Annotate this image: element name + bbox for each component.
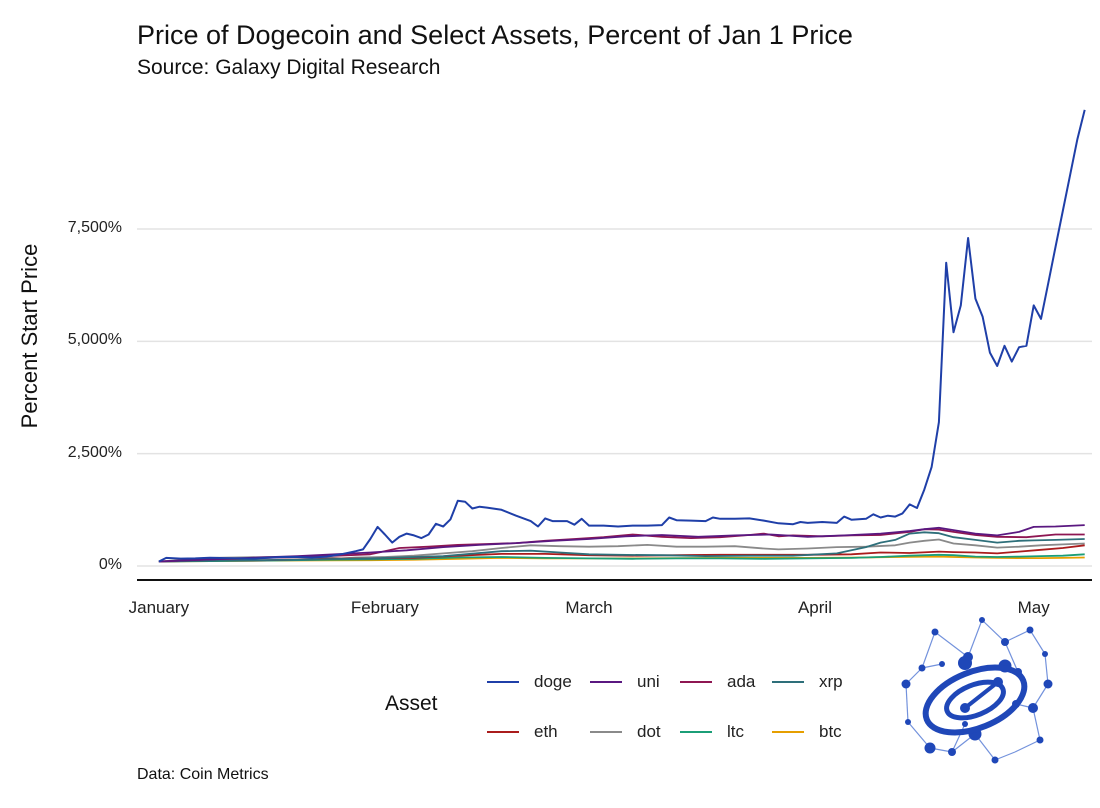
legend-swatch <box>680 681 712 683</box>
legend-item-xrp: xrp <box>772 672 843 692</box>
series-line-doge <box>158 109 1086 563</box>
legend-label: doge <box>534 672 572 691</box>
series-line-dot <box>158 538 1085 563</box>
galaxy-digital-logo-icon <box>901 617 1053 764</box>
legend-item-eth: eth <box>487 722 558 742</box>
legend-swatch <box>487 731 519 733</box>
series-line-ada <box>158 528 1085 563</box>
series-line-uni <box>158 524 1085 563</box>
legend-label: ltc <box>727 722 744 741</box>
legend-swatch <box>590 681 622 683</box>
x-tick-label: February <box>350 598 419 617</box>
legend-label: ada <box>727 672 756 691</box>
legend-swatch <box>680 731 712 733</box>
x-tick-label: January <box>128 598 190 617</box>
legend-swatch <box>487 681 519 683</box>
legend-item-ltc: ltc <box>680 722 744 742</box>
legend-label: xrp <box>819 672 843 691</box>
chart-subtitle: Source: Galaxy Digital Research <box>137 56 441 79</box>
x-tick-label: May <box>1017 598 1050 617</box>
legend-label: eth <box>534 722 558 741</box>
legend-item-btc: btc <box>772 722 842 742</box>
data-caption: Data: Coin Metrics <box>137 766 269 783</box>
legend-item-ada: ada <box>680 672 755 692</box>
legend-swatch <box>590 731 622 733</box>
x-tick-label: April <box>797 598 832 617</box>
chart-title: Price of Dogecoin and Select Assets, Per… <box>137 20 853 50</box>
y-tick-label: 7,500% <box>67 219 122 236</box>
y-tick-label: 0% <box>98 556 122 573</box>
legend-label: btc <box>819 722 842 741</box>
legend-item-uni: uni <box>590 672 660 692</box>
legend-title: Asset <box>385 692 438 715</box>
x-tick-label: March <box>565 598 613 617</box>
legend-label: dot <box>637 722 661 741</box>
series-line-xrp <box>158 531 1085 563</box>
legend-label: uni <box>637 672 660 691</box>
legend-swatch <box>772 731 804 733</box>
y-tick-label: 2,500% <box>67 443 122 461</box>
legend-item-dot: dot <box>590 722 661 742</box>
legend-item-doge: doge <box>487 672 572 692</box>
legend-swatch <box>772 681 804 683</box>
y-tick-label: 5,000% <box>67 331 122 349</box>
